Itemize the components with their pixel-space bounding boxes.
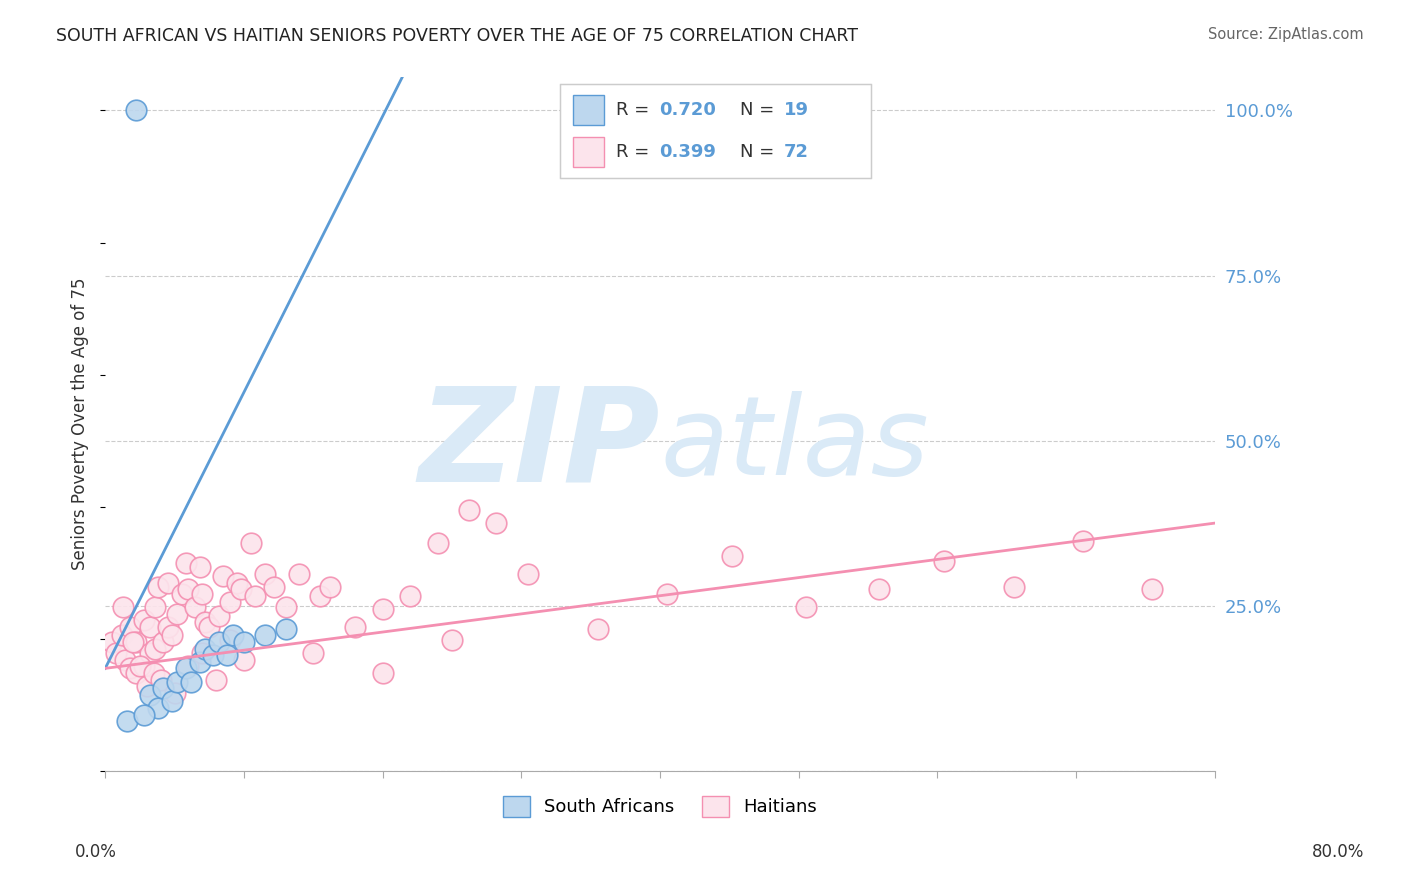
Point [232,635,254,649]
Point [188,560,211,574]
Point [219,632,242,647]
Point [399,589,422,603]
Point [1142,582,1164,596]
Point [226,575,249,590]
Point [319,580,342,594]
Legend: South Africans, Haitians: South Africans, Haitians [496,789,824,824]
Point [166,607,188,621]
Point [152,635,174,649]
Point [160,628,183,642]
Point [111,628,134,642]
Point [188,655,211,669]
Point [117,714,139,728]
Point [105,646,128,660]
Text: SOUTH AFRICAN VS HAITIAN SENIORS POVERTY OVER THE AGE OF 75 CORRELATION CHART: SOUTH AFRICAN VS HAITIAN SENIORS POVERTY… [56,27,858,45]
Text: 80.0%: 80.0% [1312,843,1365,861]
Point [112,599,135,614]
Point [125,103,148,118]
Point [205,673,228,687]
Point [302,646,325,660]
Point [243,589,266,603]
Point [122,635,145,649]
Point [263,580,285,594]
Point [146,580,169,594]
Point [177,659,200,673]
Point [202,648,225,662]
Point [120,661,142,675]
Point [1002,580,1025,594]
Point [177,582,200,596]
Point [253,628,276,642]
Point [120,620,142,634]
Point [138,646,160,660]
Point [371,602,394,616]
Point [170,587,193,601]
Point [288,566,311,581]
Point [152,681,174,695]
Text: ZIP: ZIP [419,382,659,508]
Point [934,554,956,568]
Point [371,665,394,680]
Text: 0.0%: 0.0% [75,843,117,861]
Point [135,679,157,693]
Point [721,549,744,563]
Point [208,635,231,649]
Point [217,648,239,662]
Point [655,587,678,601]
Point [132,707,155,722]
Point [427,536,450,550]
Point [212,569,235,583]
Point [160,694,183,708]
Y-axis label: Seniors Poverty Over the Age of 75: Seniors Poverty Over the Age of 75 [72,277,89,570]
Point [198,620,221,634]
Point [517,566,540,581]
Point [274,599,297,614]
Point [222,628,245,642]
Point [219,595,242,609]
Point [125,635,148,649]
Point [174,661,197,675]
Point [194,615,217,629]
Point [232,653,254,667]
Point [146,701,169,715]
Point [142,665,165,680]
Point [239,536,262,550]
Point [191,646,214,660]
Point [156,575,179,590]
Point [184,599,207,614]
Point [440,632,463,647]
Point [143,641,166,656]
Point [309,589,332,603]
Point [101,635,124,649]
Point [253,566,276,581]
Point [174,556,197,570]
Point [125,665,148,680]
Point [156,620,179,634]
Point [149,673,172,687]
Point [794,599,817,614]
Point [132,659,155,673]
Text: Source: ZipAtlas.com: Source: ZipAtlas.com [1208,27,1364,42]
Point [166,674,188,689]
Point [132,613,155,627]
Point [457,503,479,517]
Point [1071,533,1094,548]
Point [274,622,297,636]
Point [191,587,214,601]
Point [586,622,609,636]
Point [208,608,231,623]
Point [114,653,136,667]
Point [138,620,160,634]
Point [868,582,890,596]
Point [138,688,160,702]
Point [143,599,166,614]
Point [231,582,253,596]
Point [343,620,366,634]
Point [163,686,186,700]
Point [194,641,217,656]
Point [485,516,508,530]
Point [180,674,202,689]
Point [128,659,150,673]
Text: atlas: atlas [659,392,928,499]
